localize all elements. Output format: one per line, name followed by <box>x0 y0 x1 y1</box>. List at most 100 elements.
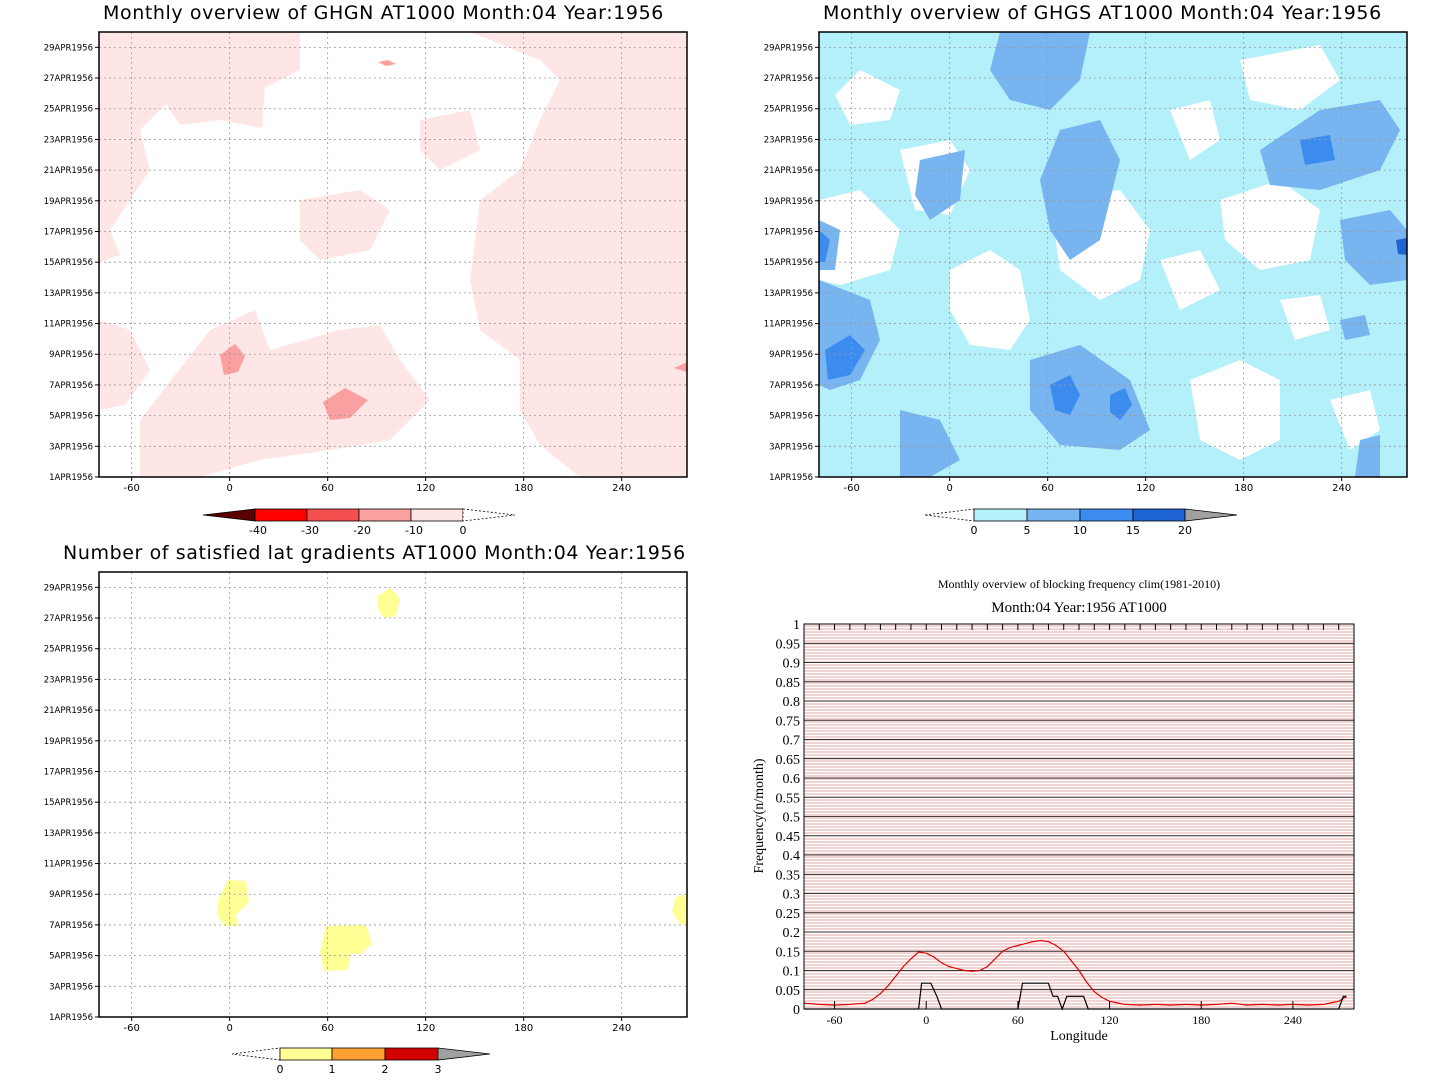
freq-hatch <box>804 625 1354 1008</box>
x-tick-label: 240 <box>612 483 631 494</box>
y-tick-label: 9APR1956 <box>49 350 93 360</box>
grad-y-ticks: 1APR1956 3APR1956 5APR1956 7APR1956 9APR1956… <box>44 583 99 1023</box>
ghgs-colorbar-swatch <box>1026 508 1081 522</box>
freq-y-ticks: 0 0.05 0.1 0.15 0.2 0.25 0.3 0.35 0.4 0.45 0.5 0.55… <box>776 618 801 1018</box>
y-tick-label: 29APR1956 <box>44 583 93 593</box>
y-tick-label: 23APR1956 <box>764 135 813 145</box>
x-tick-label: 120 <box>1136 483 1155 494</box>
grad-frame <box>98 571 688 1018</box>
x-tick-label: 180 <box>514 1023 533 1034</box>
y-tick-label: 21APR1956 <box>764 166 813 176</box>
ghgs-colorbar-label: 10 <box>1073 524 1087 537</box>
y-tick-label: 0.55 <box>776 791 801 806</box>
ghgn-y-ticks: 1APR1956 3APR1956 5APR1956 7APR1956 9APR1956… <box>44 43 99 483</box>
grad-colorbar-label: 3 <box>435 1063 442 1076</box>
y-tick-label: 13APR1956 <box>764 289 813 299</box>
ghgs-colorbar-label: 20 <box>1178 524 1192 537</box>
ghgs-contour-white <box>1170 100 1220 160</box>
ghgn-colorbar-label: -40 <box>249 524 267 537</box>
ghgn-colorbar-over <box>462 508 516 522</box>
grad-colorbar-swatch <box>331 1047 386 1061</box>
ghgn-contour-light <box>300 190 390 260</box>
y-tick-label: 27APR1956 <box>44 74 93 84</box>
y-tick-label: 0 <box>793 1003 800 1018</box>
ghgs-x-ticks: -60 0 60 120 180 240 <box>843 477 1351 494</box>
x-tick-label: 0 <box>226 483 232 494</box>
x-tick-label: 240 <box>1284 1013 1302 1027</box>
y-tick-label: 5APR1956 <box>769 412 813 422</box>
ghgs-colorbar-swatch <box>973 508 1028 522</box>
x-tick-label: 120 <box>1101 1013 1119 1027</box>
ghgs-contour-mid <box>1040 120 1120 260</box>
grad-colorbar-label: 0 <box>277 1063 284 1076</box>
y-tick-label: 13APR1956 <box>44 289 93 299</box>
y-tick-label: 9APR1956 <box>49 890 93 900</box>
grad-field-bg <box>99 572 687 1017</box>
ghgs-contour-white <box>1240 45 1340 110</box>
freq-xlabel: Longitude <box>1050 1029 1108 1044</box>
freq-gridlines <box>804 623 1354 1010</box>
y-tick-label: 3APR1956 <box>49 442 93 452</box>
y-tick-label: 0.85 <box>776 676 801 691</box>
ghgn-contour-mid <box>674 362 687 372</box>
x-tick-label: 0 <box>923 1013 929 1027</box>
y-tick-label: 0.7 <box>783 734 801 749</box>
ghgn-colorbar-swatch <box>410 508 464 522</box>
ghgs-colorbar: 0 5 10 15 20 <box>924 508 1238 537</box>
ghgs-contour-white <box>1190 360 1280 460</box>
ghgs-colorbar-label: 5 <box>1024 524 1031 537</box>
y-tick-label: 0.2 <box>783 926 801 941</box>
grad-colorbar-swatch <box>279 1047 333 1061</box>
ghgs-plot: -60 0 60 120 180 240 1APR1956 3APR1956 5APR1956… <box>764 31 1408 537</box>
y-tick-label: 5APR1956 <box>49 952 93 962</box>
ghgs-y-ticks: 1APR1956 3APR1956 5APR1956 7APR1956 9APR1956… <box>764 43 819 483</box>
y-tick-label: 13APR1956 <box>44 829 93 839</box>
grad-field <box>99 572 687 1017</box>
series-line-red <box>803 939 1347 1006</box>
y-tick-label: 1APR1956 <box>49 1013 93 1023</box>
y-tick-label: 21APR1956 <box>44 706 93 716</box>
ghgs-colorbar-swatch <box>1132 508 1186 522</box>
x-tick-label: 180 <box>1192 1013 1210 1027</box>
y-tick-label: 25APR1956 <box>764 105 813 115</box>
y-tick-label: 25APR1956 <box>44 105 93 115</box>
y-tick-label: 0.8 <box>783 695 801 710</box>
grad-colorbar-over <box>437 1047 491 1061</box>
ghgs-colorbar-label: 0 <box>971 524 978 537</box>
x-tick-label: -60 <box>843 483 859 494</box>
y-tick-label: 5APR1956 <box>49 412 93 422</box>
grad-colorbar-label: 1 <box>329 1063 336 1076</box>
ghgs-contour-white <box>1280 295 1330 340</box>
y-tick-label: 23APR1956 <box>44 135 93 145</box>
ghgn-colorbar-label: -10 <box>405 524 423 537</box>
ghgn-contour-light <box>470 32 687 477</box>
x-tick-label: 0 <box>226 1023 232 1034</box>
ghgn-frame <box>98 31 688 478</box>
ghgn-colorbar-swatch <box>254 508 308 522</box>
grad-x-ticks: -60 0 60 120 180 240 <box>123 1017 631 1034</box>
ghgn-contour-mid <box>220 344 245 375</box>
grad-contour-zero <box>320 925 372 971</box>
x-tick-label: 180 <box>514 483 533 494</box>
ghgs-contour-mid <box>1340 315 1370 340</box>
y-tick-label: 0.1 <box>783 965 801 980</box>
ghgs-colorbar-swatch <box>1079 508 1134 522</box>
y-tick-label: 0.4 <box>783 849 801 864</box>
ghgn-title: Monthly overview of GHGN AT1000 Month:04… <box>103 2 664 24</box>
freq-x-ticks: -60 0 60 120 180 240 <box>827 1001 1302 1027</box>
grad-contour-zero <box>217 880 249 926</box>
ghgs-colorbar-under <box>924 508 975 522</box>
x-tick-label: 180 <box>1234 483 1253 494</box>
ghgn-contour-light <box>140 310 430 477</box>
grad-colorbar-under <box>231 1047 281 1061</box>
y-tick-label: 0.05 <box>776 984 801 999</box>
ghgn-plot: -60 0 60 120 180 240 1APR1956 3APR1956 5APR1956… <box>44 31 688 537</box>
x-tick-label: 60 <box>321 483 334 494</box>
x-tick-label: 240 <box>612 1023 631 1034</box>
y-tick-label: 27APR1956 <box>764 74 813 84</box>
y-tick-label: 11APR1956 <box>764 320 813 330</box>
ghgs-contour-white <box>1220 180 1320 270</box>
ghgs-frame <box>818 31 1408 478</box>
y-tick-label: 3APR1956 <box>49 982 93 992</box>
ghgn-colorbar-label: -30 <box>301 524 319 537</box>
